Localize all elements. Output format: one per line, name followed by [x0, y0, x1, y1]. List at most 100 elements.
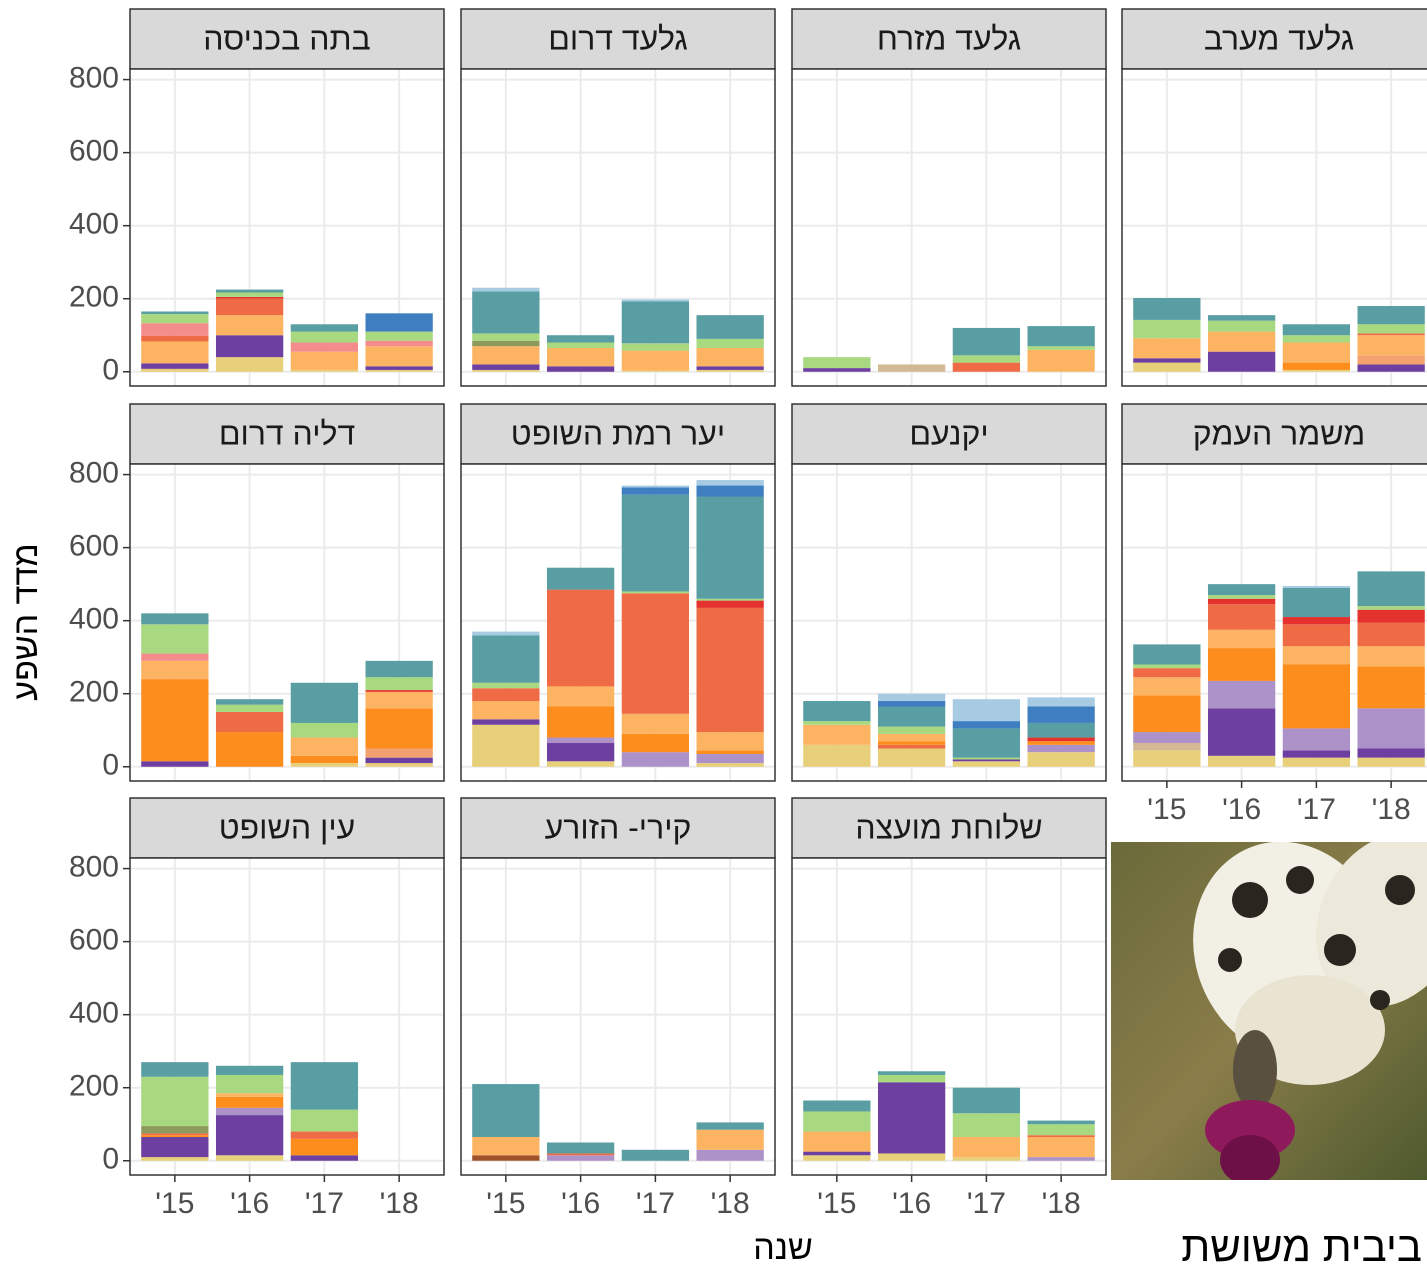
bar-segment	[953, 728, 1020, 757]
bar-segment	[1133, 338, 1200, 358]
facet: שלוחת מועצה'15'16'17'18	[792, 798, 1106, 1220]
image-caption: ביבית משושת	[1181, 1223, 1422, 1268]
x-tick-label: '16	[230, 1187, 269, 1220]
bar-segment	[953, 363, 1020, 372]
bar-segment	[1283, 728, 1350, 750]
facet-title: בתה בכניסה	[203, 20, 370, 56]
bar-segment	[216, 357, 283, 372]
bar-segment	[141, 679, 208, 761]
bar-segment	[878, 1075, 945, 1082]
y-axis-title: מדד השפע	[7, 543, 45, 700]
bar-segment	[1133, 743, 1200, 750]
bar-segment	[1133, 298, 1200, 320]
bar-segment	[1283, 586, 1350, 588]
bar-segment	[803, 1132, 870, 1152]
bar-segment	[472, 725, 539, 767]
bar-segment	[1283, 624, 1350, 646]
bar-segment	[291, 324, 358, 331]
bar-segment	[697, 732, 764, 750]
bar-segment	[878, 741, 945, 745]
bar-segment	[216, 1155, 283, 1160]
bar-segment	[141, 363, 208, 368]
bar-segment	[697, 1130, 764, 1150]
bar-segment	[472, 346, 539, 364]
bar-segment	[697, 601, 764, 608]
bar-segment	[216, 315, 283, 335]
bar-segment	[1028, 1124, 1095, 1135]
bar-segment	[622, 351, 689, 371]
bar-segment	[547, 686, 614, 706]
bar-segment	[141, 761, 208, 766]
bar-segment	[697, 608, 764, 732]
bar-segment	[366, 346, 433, 366]
bar-segment	[547, 348, 614, 366]
y-tick-label: 200	[69, 676, 119, 709]
bar-segment	[1358, 335, 1425, 355]
x-tick-label: '17	[1297, 793, 1336, 826]
bar-segment	[366, 366, 433, 370]
bar-segment	[803, 701, 870, 721]
facet: דליה דרום0200400600800	[69, 404, 444, 782]
facet-title: שלוחת מועצה	[855, 809, 1042, 845]
facet-title: יקנעם	[909, 415, 988, 451]
bar-segment	[1208, 648, 1275, 681]
bar-segment	[622, 301, 689, 343]
bar-segment	[622, 371, 689, 372]
facet: עין השופט0200400600800'15'16'17'18	[69, 798, 444, 1220]
bar-segment	[953, 721, 1020, 728]
x-tick-label: '16	[1222, 793, 1261, 826]
bar-segment	[141, 1137, 208, 1157]
bar-segment	[472, 632, 539, 636]
bar-segment	[1283, 664, 1350, 728]
bar-segment	[1133, 363, 1200, 372]
bar-segment	[697, 1150, 764, 1161]
bar-segment	[216, 1075, 283, 1093]
bar-segment	[547, 335, 614, 342]
x-axis-title: שנה	[753, 1229, 813, 1267]
bar-segment	[697, 339, 764, 348]
bar-segment	[878, 748, 945, 766]
bar-segment	[1208, 332, 1275, 352]
bar-segment	[547, 366, 614, 371]
bar-segment	[803, 1155, 870, 1160]
y-tick-label: 400	[69, 603, 119, 636]
bar-segment	[216, 1115, 283, 1155]
y-tick-label: 400	[69, 997, 119, 1030]
chart: ביבית משושת שנה מדד השפע בתה בכניסה02004…	[0, 0, 1427, 1268]
bar-segment	[1358, 623, 1425, 647]
bar-segment	[366, 332, 433, 341]
bar-segment	[141, 1157, 208, 1161]
bar-segment	[622, 714, 689, 734]
bar-segment	[622, 343, 689, 350]
bar-segment	[697, 497, 764, 599]
bar-segment	[1028, 723, 1095, 738]
bar-segment	[697, 366, 764, 370]
bar-segment	[697, 480, 764, 485]
bar-segment	[1133, 320, 1200, 338]
bar-segment	[803, 745, 870, 767]
bar-segment	[366, 370, 433, 372]
bar-segment	[953, 328, 1020, 355]
bar-segment	[472, 719, 539, 724]
bar-segment	[1028, 346, 1095, 350]
bar-segment	[1208, 630, 1275, 648]
x-tick-label: '18	[711, 1187, 750, 1220]
bar-segment	[141, 323, 208, 336]
bar-segment	[216, 293, 283, 297]
bar-segment	[1358, 324, 1425, 333]
bar-segment	[803, 357, 870, 368]
bar-segment	[1283, 335, 1350, 342]
bar-segment	[366, 763, 433, 767]
facet: קירי- הזורע'15'16'17'18	[461, 798, 775, 1220]
facet: יקנעם	[792, 404, 1106, 781]
bar-segment	[216, 297, 283, 299]
bar-segment	[472, 1084, 539, 1137]
bar-segment	[141, 341, 208, 363]
bar-segment	[878, 706, 945, 726]
bar-segment	[697, 750, 764, 754]
bar-segment	[622, 752, 689, 767]
x-tick-label: '15	[486, 1187, 525, 1220]
bar-segment	[547, 738, 614, 743]
facet-title: גלעד מזרח	[877, 20, 1021, 56]
bar-segment	[1358, 708, 1425, 748]
